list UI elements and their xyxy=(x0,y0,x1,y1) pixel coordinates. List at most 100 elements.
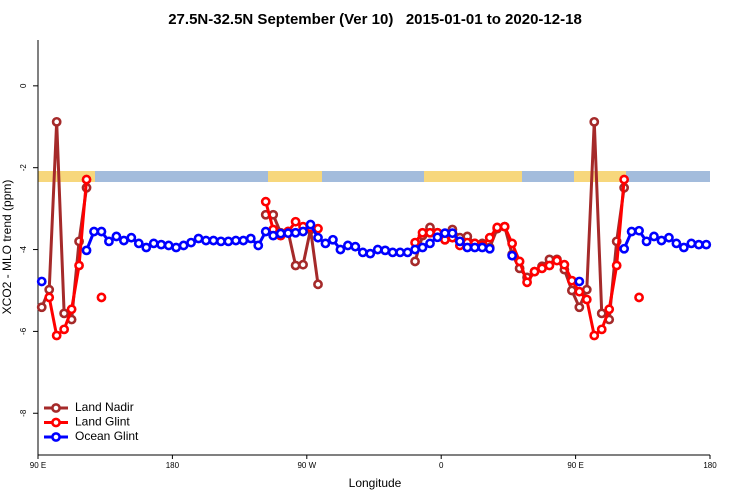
point xyxy=(693,239,704,250)
y-tick-label: 0 xyxy=(19,83,28,88)
y-tick-label: -6 xyxy=(19,327,28,335)
point xyxy=(81,245,92,256)
point xyxy=(604,304,615,315)
point xyxy=(574,286,585,297)
point xyxy=(678,242,689,253)
point xyxy=(350,241,361,252)
point xyxy=(66,314,77,325)
point xyxy=(81,174,92,185)
chart-title: 27.5N-32.5N September (Ver 10) 2015-01-0… xyxy=(168,11,582,28)
point xyxy=(96,226,107,237)
point xyxy=(342,240,353,251)
point xyxy=(186,237,196,248)
point xyxy=(477,242,488,253)
point xyxy=(589,116,600,127)
point xyxy=(253,240,264,251)
point xyxy=(96,292,107,303)
point xyxy=(178,240,189,251)
point xyxy=(193,233,204,244)
point xyxy=(701,239,712,250)
point xyxy=(36,302,47,313)
land-strip xyxy=(424,171,522,182)
point xyxy=(395,247,406,258)
point xyxy=(604,314,615,325)
point xyxy=(357,247,368,258)
point xyxy=(305,219,316,230)
x-tick-label: 0 xyxy=(439,461,444,470)
point xyxy=(156,239,167,250)
point xyxy=(74,260,84,271)
point xyxy=(36,276,47,287)
y-tick-label: -2 xyxy=(19,164,28,172)
point xyxy=(454,236,465,247)
point xyxy=(537,263,547,274)
legend-marker xyxy=(51,417,61,428)
y-tick-label: -8 xyxy=(19,409,28,417)
point xyxy=(290,216,301,227)
point xyxy=(290,227,301,238)
point xyxy=(223,236,234,247)
point xyxy=(634,292,644,303)
point xyxy=(260,226,271,237)
point xyxy=(372,244,383,255)
y-axis-label: XCO2 - MLO trend (ppm) xyxy=(0,180,14,315)
legend-marker xyxy=(51,403,61,413)
point xyxy=(290,260,301,271)
point xyxy=(208,235,219,246)
point xyxy=(559,259,570,270)
x-tick-label: 90 W xyxy=(297,461,316,470)
point xyxy=(51,116,62,127)
point xyxy=(163,240,174,251)
point xyxy=(230,235,241,246)
point xyxy=(484,232,495,243)
point xyxy=(649,231,659,242)
point xyxy=(574,302,585,313)
land-strip xyxy=(574,171,626,182)
point xyxy=(499,221,510,232)
point xyxy=(59,324,70,335)
point xyxy=(298,259,308,270)
x-tick-label: 180 xyxy=(166,461,180,470)
legend-label: Land Nadir xyxy=(75,400,134,414)
point xyxy=(566,285,577,296)
point xyxy=(581,294,592,305)
point xyxy=(298,226,308,237)
point xyxy=(268,230,279,241)
point xyxy=(596,308,607,319)
point xyxy=(320,238,331,249)
point xyxy=(552,255,562,266)
series xyxy=(36,219,712,287)
point xyxy=(492,222,503,233)
point xyxy=(111,231,122,242)
x-tick-label: 90 E xyxy=(30,461,46,470)
point xyxy=(387,247,398,258)
point xyxy=(619,243,630,254)
point xyxy=(686,238,697,249)
legend-marker xyxy=(51,432,61,442)
point xyxy=(507,238,518,249)
point xyxy=(141,242,152,253)
point xyxy=(626,226,637,237)
point xyxy=(171,242,182,253)
point xyxy=(410,256,420,267)
point xyxy=(656,235,667,246)
point xyxy=(425,238,435,249)
point xyxy=(365,248,376,259)
point xyxy=(44,292,55,303)
point xyxy=(469,242,480,253)
x-axis-label: Longitude xyxy=(349,476,402,490)
point xyxy=(275,228,286,239)
point xyxy=(283,228,294,239)
land-strip xyxy=(268,171,322,182)
point xyxy=(44,284,55,295)
point xyxy=(425,227,435,238)
point xyxy=(596,324,607,335)
point xyxy=(335,244,346,255)
point xyxy=(148,238,159,249)
point xyxy=(380,245,391,256)
x-tick-label: 90 E xyxy=(567,461,583,470)
point xyxy=(522,277,532,288)
point xyxy=(529,266,540,277)
